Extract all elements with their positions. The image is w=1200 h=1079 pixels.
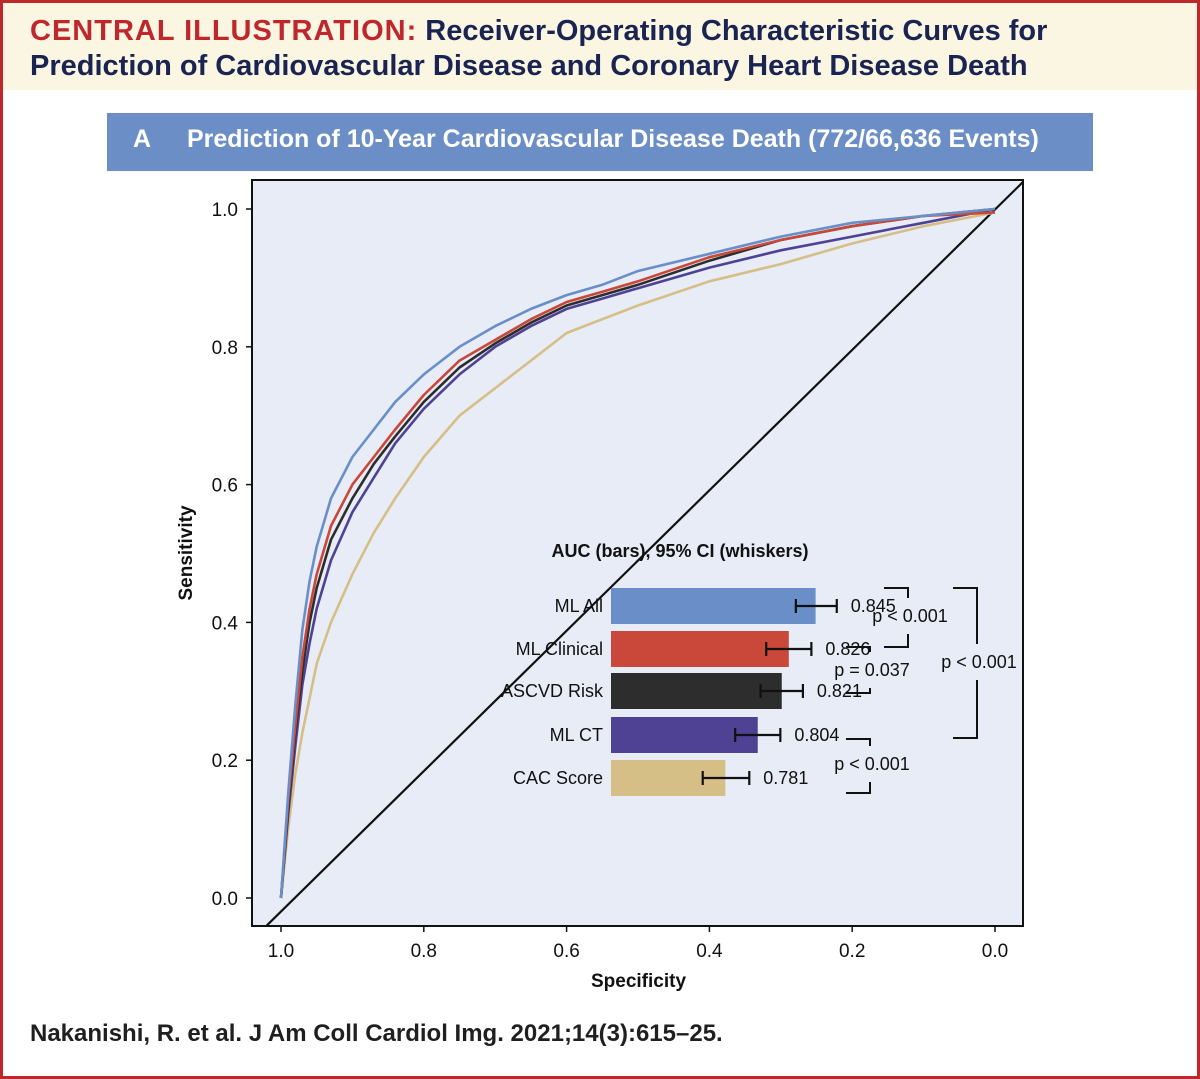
comparison-bracket-bottom [846, 688, 871, 694]
comparison-bracket-top [846, 646, 871, 652]
title-rest: Receiver-Operating Characteristic Curves… [417, 15, 1048, 47]
x-tick-label: 0.6 [553, 941, 579, 962]
comparison-bracket-top [884, 587, 909, 598]
inset-value-cac-score: 0.781 [763, 768, 808, 788]
inset-value-ml-clinical: 0.826 [825, 639, 870, 659]
inset-bar-ml-all [611, 588, 816, 624]
x-axis-label: Specificity [591, 971, 686, 992]
inset-value-ascvd-risk: 0.821 [817, 681, 862, 701]
header-band [3, 3, 1197, 90]
x-tick-label: 0.8 [411, 941, 437, 962]
x-tick-label: 0.2 [839, 941, 865, 962]
panel-header [107, 113, 1093, 171]
inset-bar-ml-clinical [611, 631, 789, 667]
y-tick-label: 0.6 [212, 476, 238, 497]
comparison-bracket-bottom [953, 680, 978, 739]
inset-value-ml-ct: 0.804 [794, 725, 839, 745]
inset-bar-ml-ct [611, 717, 758, 753]
roc-curve-ascvd-risk [279, 207, 996, 899]
x-tick-label: 1.0 [268, 941, 294, 962]
title-line2: Prediction of Cardiovascular Disease and… [30, 50, 1028, 82]
inset-bar-ascvd-risk [611, 673, 782, 709]
y-axis-label: Sensitivity [176, 505, 197, 600]
comparison-bracket-bottom [884, 634, 909, 648]
inset-value-ml-all: 0.845 [851, 596, 896, 616]
reference-diagonal [265, 180, 1023, 926]
x-tick-label: 0.4 [696, 941, 723, 962]
citation: Nakanishi, R. et al. J Am Coll Cardiol I… [30, 1020, 723, 1047]
title-lead: CENTRAL ILLUSTRATION: [30, 15, 418, 47]
y-tick-label: 1.0 [212, 200, 238, 221]
y-tick-label: 0.8 [212, 338, 238, 359]
panel-letter: A [133, 125, 152, 153]
inset-title: AUC (bars), 95% CI (whiskers) [551, 541, 808, 561]
comparison-p-value: p < 0.001 [834, 754, 910, 774]
roc-curve-ml-all [279, 207, 996, 899]
comparison-bracket-top [846, 738, 871, 746]
inset-label-ml-ct: ML CT [550, 725, 603, 745]
inset-label-ascvd-risk: ASCVD Risk [501, 681, 604, 701]
roc-curve-ml-ct [279, 207, 996, 899]
comparison-bracket-bottom [846, 782, 871, 794]
inset-label-ml-all: ML All [555, 596, 603, 616]
x-tick-label: 0.0 [982, 941, 1008, 962]
plot-border [251, 179, 1024, 927]
roc-curve-cac-score [279, 211, 996, 899]
comparison-p-value: p < 0.001 [941, 652, 1017, 672]
comparison-p-value: p < 0.001 [872, 606, 948, 626]
panel-title: Prediction of 10-Year Cardiovascular Dis… [187, 125, 1039, 153]
comparison-p-value: p = 0.037 [834, 660, 910, 680]
figure-title: CENTRAL ILLUSTRATION: Receiver-Operating… [30, 14, 1170, 84]
y-tick-label: 0.4 [212, 613, 239, 634]
roc-curve-ml-clinical [279, 211, 996, 899]
inset-label-cac-score: CAC Score [513, 768, 603, 788]
y-tick-label: 0.2 [212, 751, 238, 772]
comparison-bracket-top [953, 587, 978, 644]
y-tick-label: 0.0 [212, 889, 238, 910]
inset-label-ml-clinical: ML Clinical [516, 639, 603, 659]
